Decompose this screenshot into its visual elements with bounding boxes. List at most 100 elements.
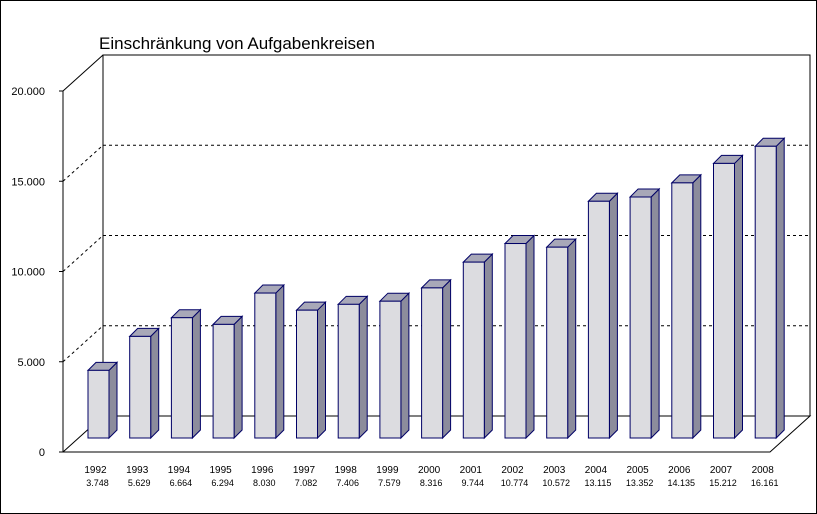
value-label: 10.774 bbox=[501, 478, 529, 488]
bar bbox=[420, 278, 452, 440]
bar-side bbox=[608, 192, 618, 440]
bar-side bbox=[317, 300, 326, 440]
bar bbox=[253, 283, 286, 440]
y-axis-ticks: 0 5.000 10.000 15.000 20.000 bbox=[11, 86, 63, 459]
x-tick-label: 2008 bbox=[752, 465, 775, 476]
bar bbox=[211, 315, 244, 440]
bar-side bbox=[108, 361, 118, 440]
bar-side bbox=[734, 154, 743, 440]
bar-side bbox=[191, 308, 201, 440]
value-label: 6.294 bbox=[211, 478, 234, 488]
value-label: 8.030 bbox=[253, 478, 276, 488]
value-label: 7.406 bbox=[336, 478, 359, 488]
bar-front bbox=[254, 292, 277, 439]
value-label: 16.161 bbox=[751, 478, 779, 488]
bar-front bbox=[421, 287, 444, 439]
bar-front bbox=[379, 300, 402, 439]
x-tick-label: 2006 bbox=[668, 465, 691, 476]
bar-side bbox=[358, 295, 368, 440]
bar bbox=[128, 327, 160, 440]
y-tick-label: 5.000 bbox=[17, 357, 45, 369]
value-labels: 3.748 5.629 6.664 6.294 8.030 7.082 7.406 7.579… bbox=[86, 478, 778, 488]
gridline-side bbox=[62, 325, 104, 363]
value-label: 5.629 bbox=[128, 478, 151, 488]
bar-side bbox=[692, 173, 702, 440]
x-tick-label: 2001 bbox=[460, 465, 483, 476]
bar-side bbox=[150, 327, 160, 440]
bar bbox=[628, 187, 661, 440]
bar-front bbox=[296, 309, 318, 439]
gridline-side bbox=[62, 144, 104, 182]
bar-side bbox=[233, 315, 243, 440]
bar-front bbox=[754, 145, 777, 439]
side-wall-top-edge bbox=[62, 54, 104, 92]
bar bbox=[462, 252, 494, 440]
bar-side bbox=[775, 137, 785, 440]
bar-front bbox=[671, 182, 694, 439]
bars bbox=[86, 137, 786, 440]
bar bbox=[503, 234, 536, 440]
bar-side bbox=[442, 278, 452, 440]
x-tick-label: 2000 bbox=[418, 465, 441, 476]
bar bbox=[336, 295, 369, 440]
x-tick-label: 1994 bbox=[168, 465, 191, 476]
x-tick-label: 2007 bbox=[710, 465, 733, 476]
bar bbox=[545, 237, 577, 440]
x-tick-label: 2002 bbox=[501, 465, 524, 476]
x-tick-label: 1992 bbox=[84, 465, 107, 476]
x-tick-label: 2005 bbox=[626, 465, 649, 476]
value-label: 7.579 bbox=[378, 478, 401, 488]
value-label: 7.082 bbox=[295, 478, 318, 488]
x-tick-label: 1995 bbox=[209, 465, 232, 476]
bar-side bbox=[650, 187, 660, 440]
value-label: 9.744 bbox=[462, 478, 485, 488]
x-axis-ticks: 1992 1993 1994 1995 1996 1997 1998 1999 2000 2001… bbox=[84, 465, 774, 476]
value-label: 13.352 bbox=[626, 478, 654, 488]
bar bbox=[170, 308, 202, 440]
bar bbox=[587, 192, 619, 440]
bar-front bbox=[546, 246, 569, 439]
bar bbox=[670, 173, 703, 440]
x-tick-label: 2004 bbox=[585, 465, 608, 476]
bar bbox=[753, 137, 786, 440]
value-label: 10.572 bbox=[542, 478, 570, 488]
value-label: 6.664 bbox=[170, 478, 193, 488]
y-tick-label: 10.000 bbox=[11, 267, 45, 279]
bar-front bbox=[170, 317, 193, 439]
bar-side bbox=[483, 252, 493, 440]
bar-front bbox=[337, 303, 360, 439]
bar-side bbox=[567, 237, 577, 440]
bar-front bbox=[462, 261, 485, 439]
bar-front bbox=[504, 243, 527, 439]
bar-front bbox=[713, 162, 735, 439]
gridline-side bbox=[62, 235, 104, 272]
bar-front bbox=[212, 323, 235, 439]
bar-side bbox=[275, 283, 285, 440]
y-tick-label: 15.000 bbox=[11, 176, 45, 188]
bar-front bbox=[587, 200, 610, 439]
chart-title: Einschränkung von Aufgabenkreisen bbox=[99, 34, 375, 53]
bar-side bbox=[525, 234, 535, 440]
bar-front bbox=[129, 335, 152, 439]
y-tick-label: 0 bbox=[39, 447, 45, 459]
x-tick-label: 1997 bbox=[293, 465, 316, 476]
x-tick-label: 1993 bbox=[126, 465, 149, 476]
bar-side bbox=[400, 291, 410, 440]
value-label: 8.316 bbox=[420, 478, 443, 488]
x-tick-label: 1998 bbox=[335, 465, 358, 476]
bar-front bbox=[87, 369, 110, 439]
bar bbox=[86, 361, 119, 440]
value-label: 3.748 bbox=[86, 478, 109, 488]
bar bbox=[295, 300, 327, 440]
x-tick-label: 1996 bbox=[251, 465, 274, 476]
value-label: 14.135 bbox=[668, 478, 696, 488]
x-tick-label: 1999 bbox=[376, 465, 399, 476]
x-tick-label: 2003 bbox=[543, 465, 566, 476]
value-label: 13.115 bbox=[584, 478, 611, 488]
bar bbox=[712, 154, 744, 440]
bar-front bbox=[629, 196, 652, 439]
value-label: 15.212 bbox=[709, 478, 737, 488]
y-tick-label: 20.000 bbox=[11, 86, 45, 98]
